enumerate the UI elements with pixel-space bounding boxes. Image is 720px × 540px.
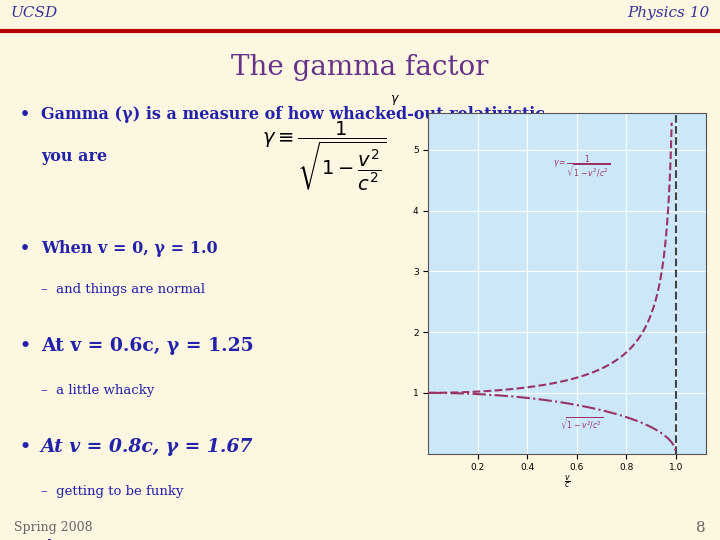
Text: •: • (20, 240, 30, 258)
Text: Gamma (γ) is a measure of how whacked-out relativistic: Gamma (γ) is a measure of how whacked-ou… (41, 106, 545, 123)
Text: –  a little whacky: – a little whacky (41, 383, 154, 396)
Text: you are: you are (41, 148, 107, 165)
Text: $\sqrt{1-v^2/c^2}$: $\sqrt{1-v^2/c^2}$ (560, 416, 603, 433)
Text: –  and things are normal: – and things are normal (41, 282, 205, 295)
Text: •: • (20, 338, 31, 354)
Text: •: • (20, 438, 31, 455)
Text: –  getting to be funky: – getting to be funky (41, 485, 184, 498)
Text: •: • (20, 539, 31, 540)
Text: •: • (20, 106, 30, 123)
X-axis label: $\frac{v}{c}$: $\frac{v}{c}$ (564, 474, 570, 491)
Y-axis label: $\gamma$: $\gamma$ (390, 92, 400, 106)
Text: 8: 8 (696, 521, 706, 535)
Text: At v = 0.6c, γ = 1.25: At v = 0.6c, γ = 1.25 (41, 338, 253, 355)
Text: When v = 0, γ = 1.0: When v = 0, γ = 1.0 (41, 240, 217, 258)
Text: UCSD: UCSD (11, 6, 58, 21)
Text: At v = 0.8c, γ = 1.67: At v = 0.8c, γ = 1.67 (41, 438, 253, 456)
Text: As v→c, γ→∞: As v→c, γ→∞ (41, 539, 167, 540)
Text: $\gamma = \dfrac{1}{\sqrt{1-v^2/c^2}}$: $\gamma = \dfrac{1}{\sqrt{1-v^2/c^2}}$ (553, 153, 611, 179)
Text: The gamma factor: The gamma factor (231, 54, 489, 81)
Text: Physics 10: Physics 10 (627, 6, 709, 21)
Text: Spring 2008: Spring 2008 (14, 521, 93, 535)
Text: $\gamma \equiv \dfrac{1}{\sqrt{1 - \dfrac{v^2}{c^2}}}$: $\gamma \equiv \dfrac{1}{\sqrt{1 - \dfra… (262, 120, 386, 193)
